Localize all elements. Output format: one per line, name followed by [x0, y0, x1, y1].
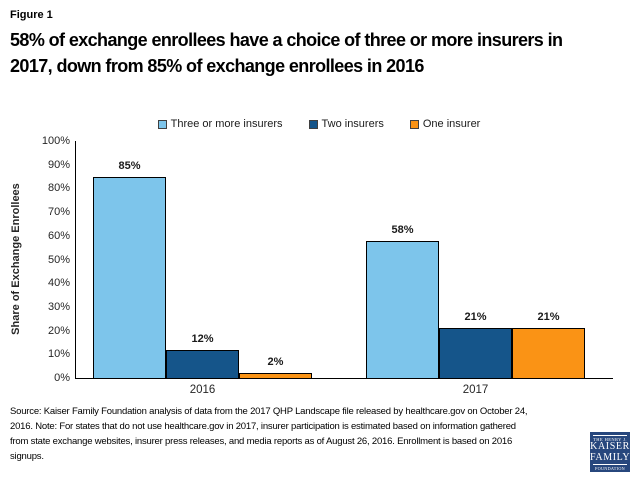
y-tick-60: 60% — [47, 229, 70, 242]
y-axis-title: Share of Exchange Enrollees — [10, 183, 22, 335]
x-category-2017: 2017 — [462, 384, 489, 396]
bar-2017-one-insurer — [512, 328, 585, 378]
y-tick-10: 10% — [47, 348, 70, 361]
chart-title: 58% of exchange enrollees have a choice … — [10, 30, 563, 76]
bar-value-2017-three-or-more-insurers: 58% — [391, 223, 414, 236]
y-tick-100: 100% — [41, 135, 70, 147]
kff-logo: THE HENRY J. KAISER FAMILY FOUNDATION — [590, 432, 630, 472]
source-note: Source: Kaiser Family Foundation analysi… — [10, 406, 528, 462]
y-tick-30: 30% — [47, 300, 70, 313]
legend-item-two-insurers: Two insurers — [308, 118, 384, 130]
bar-2016-three-or-more-insurers — [93, 176, 166, 378]
kff-logo-line-henry: THE HENRY J. — [593, 435, 627, 442]
legend-label-two-insurers: Two insurers — [321, 118, 384, 130]
y-tick-0: 0% — [54, 372, 70, 384]
bar-value-2017-two-insurers: 21% — [464, 311, 487, 324]
legend-swatch-three-or-more-insurers — [157, 119, 167, 129]
bar-value-2016-three-or-more-insurers: 85% — [118, 159, 141, 172]
legend-swatch-two-insurers — [308, 119, 318, 129]
y-tick-80: 80% — [47, 182, 70, 195]
legend-swatch-one-insurer — [409, 119, 419, 129]
bar-2017-three-or-more-insurers — [366, 240, 439, 378]
legend-label-one-insurer: One insurer — [422, 118, 481, 130]
x-category-2016: 2016 — [189, 384, 216, 396]
plot-area: 0% 10% 20% 30% 40% 50% 60% 70% 80% 90% 100% 85% 12% 2… — [42, 135, 613, 396]
kff-logo-line-family: FAMILY — [590, 451, 631, 463]
y-tick-20: 20% — [47, 324, 70, 337]
bar-value-2017-one-insurer: 21% — [537, 311, 560, 324]
kff-logo-line-kaiser: KAISER — [590, 441, 630, 452]
y-tick-70: 70% — [47, 206, 70, 219]
bar-2016-one-insurer — [239, 373, 312, 378]
bar-2017-two-insurers — [439, 328, 512, 378]
legend-item-three-or-more-insurers: Three or more insurers — [157, 118, 283, 130]
y-tick-50: 50% — [47, 253, 70, 266]
legend-item-one-insurer: One insurer — [409, 118, 481, 130]
figure-label: Figure 1 — [10, 9, 53, 21]
y-tick-90: 90% — [47, 158, 70, 171]
chart-legend: Three or more insurers Two insurers One in… — [0, 118, 638, 130]
bar-value-2016-one-insurer: 2% — [267, 356, 284, 369]
legend-label-three-or-more-insurers: Three or more insurers — [170, 118, 283, 130]
y-tick-40: 40% — [47, 277, 70, 290]
kff-logo-line-foundation: FOUNDATION — [593, 464, 627, 471]
bar-2016-two-insurers — [166, 349, 239, 378]
bar-value-2016-two-insurers: 12% — [191, 332, 214, 345]
